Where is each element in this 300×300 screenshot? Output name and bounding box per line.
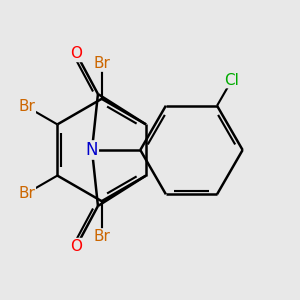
Text: Cl: Cl (224, 73, 239, 88)
Text: Br: Br (18, 186, 35, 201)
Text: Br: Br (93, 56, 110, 71)
Text: O: O (70, 238, 83, 253)
Text: Br: Br (18, 99, 35, 114)
Text: O: O (70, 46, 83, 62)
Text: Br: Br (93, 229, 110, 244)
Text: N: N (86, 141, 98, 159)
